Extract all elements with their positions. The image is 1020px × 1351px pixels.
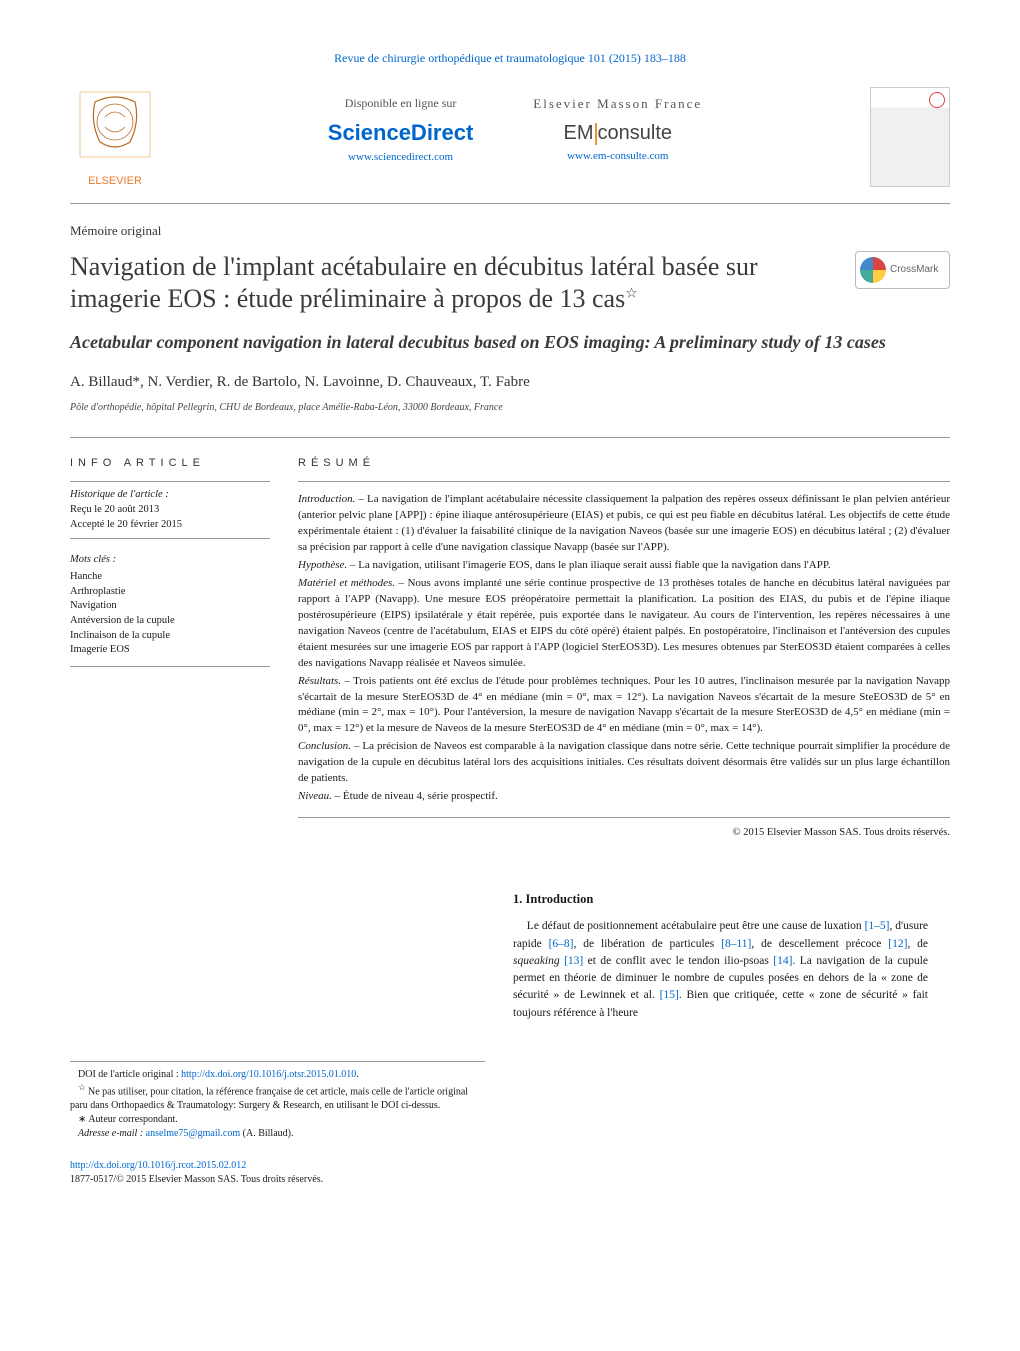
abs-methods: Nous avons implanté une série continue p… bbox=[298, 577, 950, 669]
journal-header: Revue de chirurgie orthopédique et traum… bbox=[70, 50, 950, 67]
crossmark-icon bbox=[860, 257, 886, 283]
keyword-item: Navigation bbox=[70, 599, 270, 614]
emconsulte-logo: EMconsulte bbox=[533, 119, 702, 147]
title-footnote-star: ☆ bbox=[625, 286, 638, 301]
crossmark-label: CrossMark bbox=[890, 263, 938, 277]
emconsulte-block[interactable]: Elsevier Masson France EMconsulte www.em… bbox=[533, 95, 702, 166]
fn-star: ☆ bbox=[78, 1083, 85, 1092]
body-right-column: 1. Introduction Le défaut de positionnem… bbox=[513, 891, 928, 1141]
elsevier-logo-text: ELSEVIER bbox=[70, 174, 160, 189]
authors: A. Billaud*, N. Verdier, R. de Bartolo, … bbox=[70, 372, 950, 393]
abs-level: Étude de niveau 4, série prospectif. bbox=[343, 790, 498, 802]
abs-intro-label: Introduction. – bbox=[298, 493, 364, 505]
abs-results: Trois patients ont été exclus de l'étude… bbox=[298, 675, 950, 735]
resume-head: RÉSUMÉ bbox=[298, 456, 950, 471]
keyword-item: Arthroplastie bbox=[70, 585, 270, 600]
fn-email[interactable]: anselme75@gmail.com bbox=[146, 1128, 240, 1139]
info-article-head: INFO ARTICLE bbox=[70, 456, 270, 471]
affiliation: Pôle d'orthopédie, hôpital Pellegrin, CH… bbox=[70, 401, 950, 415]
history-received: Reçu le 20 août 2013 bbox=[70, 503, 270, 518]
history-title: Historique de l'article : bbox=[70, 488, 270, 503]
history-block: Historique de l'article : Reçu le 20 aoû… bbox=[70, 481, 270, 539]
body-left-column: DOI de l'article original : http://dx.do… bbox=[70, 891, 485, 1141]
abs-methods-label: Matériel et méthodes. – bbox=[298, 577, 404, 589]
footnotes: DOI de l'article original : http://dx.do… bbox=[70, 1061, 485, 1141]
fn-note: Ne pas utiliser, pour citation, la référ… bbox=[70, 1086, 468, 1111]
abs-level-label: Niveau. – bbox=[298, 790, 340, 802]
keyword-item: Inclinaison de la cupule bbox=[70, 629, 270, 644]
ref-link[interactable]: [15] bbox=[660, 989, 679, 1001]
keyword-item: Hanche bbox=[70, 570, 270, 585]
sciencedirect-logo: ScienceDirect bbox=[328, 118, 474, 149]
publisher-links: Disponible en ligne sur ScienceDirect ww… bbox=[328, 87, 702, 166]
fn-corresp: ∗ Auteur correspondant. bbox=[70, 1113, 485, 1127]
fn-doi-url[interactable]: http://dx.doi.org/10.1016/j.otsr.2015.01… bbox=[181, 1069, 356, 1080]
fn-email-name: (A. Billaud). bbox=[243, 1128, 294, 1139]
abstract: Introduction. – La navigation de l'impla… bbox=[298, 481, 950, 818]
keyword-item: Antéversion de la cupule bbox=[70, 614, 270, 629]
abs-hypo: La navigation, utilisant l'imagerie EOS,… bbox=[358, 559, 830, 571]
abs-intro: La navigation de l'implant acétabulaire … bbox=[298, 493, 950, 553]
em-title: Elsevier Masson France bbox=[533, 95, 702, 113]
ref-link[interactable]: [12] bbox=[888, 938, 907, 950]
abstract-column: RÉSUMÉ Introduction. – La navigation de … bbox=[298, 456, 950, 841]
abs-results-label: Résultats. – bbox=[298, 675, 350, 687]
abs-conclusion-label: Conclusion. – bbox=[298, 740, 359, 752]
ref-link[interactable]: [14] bbox=[773, 955, 792, 967]
article-title-en: Acetabular component navigation in later… bbox=[70, 330, 950, 354]
top-bar: ELSEVIER Disponible en ligne sur Science… bbox=[70, 87, 950, 205]
footer-copyright: 1877-0517/© 2015 Elsevier Masson SAS. To… bbox=[70, 1173, 950, 1187]
emconsulte-url[interactable]: www.em-consulte.com bbox=[533, 149, 702, 164]
ref-link[interactable]: [6–8] bbox=[549, 938, 574, 950]
page-footer: http://dx.doi.org/10.1016/j.rcot.2015.02… bbox=[70, 1159, 950, 1187]
article-info-column: INFO ARTICLE Historique de l'article : R… bbox=[70, 456, 270, 841]
keywords-title: Mots clés : bbox=[70, 553, 270, 568]
fn-email-label: Adresse e-mail : bbox=[78, 1128, 143, 1139]
footer-doi[interactable]: http://dx.doi.org/10.1016/j.rcot.2015.02… bbox=[70, 1159, 950, 1173]
abstract-copyright: © 2015 Elsevier Masson SAS. Tous droits … bbox=[298, 826, 950, 841]
fn-doi-label: DOI de l'article original : bbox=[78, 1069, 179, 1080]
abs-conclusion: La précision de Naveos est comparable à … bbox=[298, 740, 950, 784]
elsevier-logo[interactable]: ELSEVIER bbox=[70, 87, 160, 190]
journal-cover-thumbnail[interactable] bbox=[870, 87, 950, 187]
em-bar-icon bbox=[595, 123, 597, 145]
section-1-title: 1. Introduction bbox=[513, 891, 928, 909]
abs-hypo-label: Hypothèse. – bbox=[298, 559, 355, 571]
ref-link[interactable]: [1–5] bbox=[865, 920, 890, 932]
history-accepted: Accepté le 20 février 2015 bbox=[70, 518, 270, 533]
article-title-fr: Navigation de l'implant acétabulaire en … bbox=[70, 251, 835, 316]
keyword-item: Imagerie EOS bbox=[70, 643, 270, 658]
ref-link[interactable]: [8–11] bbox=[721, 938, 751, 950]
crossmark-badge[interactable]: CrossMark bbox=[855, 251, 950, 289]
article-type: Mémoire original bbox=[70, 222, 950, 240]
keywords-block: Mots clés : Hanche Arthroplastie Navigat… bbox=[70, 553, 270, 667]
ref-link[interactable]: [13] bbox=[564, 955, 583, 967]
sciencedirect-url[interactable]: www.sciencedirect.com bbox=[328, 150, 474, 165]
sciencedirect-block[interactable]: Disponible en ligne sur ScienceDirect ww… bbox=[328, 95, 474, 166]
section-1-para: Le défaut de positionnement acétabulaire… bbox=[513, 918, 928, 1022]
sd-available-label: Disponible en ligne sur bbox=[328, 95, 474, 112]
